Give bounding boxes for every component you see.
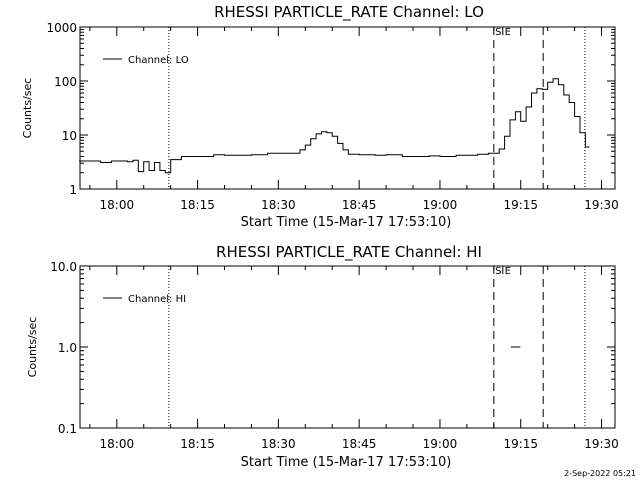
x-tick-label: 18:15 <box>180 437 215 451</box>
x-tick-label: 18:00 <box>100 198 135 212</box>
chart-hi-x-ticks: 18:00 18:15 18:30 18:45 19:00 19:15 19:30 <box>89 266 619 451</box>
y-tick-label: 10 <box>62 129 77 143</box>
x-tick-label: 18:30 <box>261 198 296 212</box>
y-tick-label: 1.0 <box>58 341 77 355</box>
x-tick-label: 18:00 <box>100 437 135 451</box>
x-tick-label: 19:30 <box>584 198 619 212</box>
chart-lo-event-markers <box>168 27 586 189</box>
y-tick-label: 10.0 <box>50 260 77 274</box>
chart-lo-title: RHESSI PARTICLE_RATE Channel: LO <box>214 3 484 22</box>
chart-hi-plot-frame <box>79 265 616 429</box>
chart-hi-event-markers <box>168 266 586 428</box>
legend-label-hi: Channel: HI <box>128 294 186 305</box>
chart-hi-legend: Channel: HI <box>103 294 186 305</box>
start-marker-label: S <box>495 27 501 38</box>
chart-lo-legend: Channel: LO <box>103 55 189 66</box>
chart-lo-marker-labels: S E <box>495 27 511 38</box>
y-tick-label: 1000 <box>46 21 77 35</box>
chart-lo-y-axis-label: Counts/sec <box>21 78 34 139</box>
chart-lo-x-axis-label: Start Time (15-Mar-17 17:53:10) <box>241 215 452 230</box>
chart-hi-x-axis-label: Start Time (15-Mar-17 17:53:10) <box>241 455 452 470</box>
x-tick-label: 18:15 <box>180 198 215 212</box>
chart-lo-plot-frame <box>79 26 616 190</box>
x-tick-label: 19:00 <box>423 198 458 212</box>
legend-label-lo: Channel: LO <box>128 55 189 66</box>
chart-hi-marker-labels: S E <box>495 266 511 277</box>
end-marker-label: E <box>505 27 511 38</box>
x-tick-label: 18:30 <box>261 437 296 451</box>
chart-hi: RHESSI PARTICLE_RATE Channel: HI 18:00 18… <box>26 243 619 470</box>
end-marker-label: E <box>505 266 511 277</box>
y-tick-label: 100 <box>54 75 77 89</box>
chart-hi-y-ticks: 0.1 1.0 10.0 <box>50 260 615 436</box>
y-tick-label: 0.1 <box>58 422 77 436</box>
y-tick-label: 1 <box>69 183 77 197</box>
x-tick-label: 19:30 <box>584 437 619 451</box>
x-tick-label: 18:45 <box>342 437 377 451</box>
generation-timestamp: 2-Sep-2022 05:21 <box>564 469 636 478</box>
chart-lo-y-ticks: 1 10 100 1000 <box>46 21 615 197</box>
x-tick-label: 18:45 <box>342 198 377 212</box>
chart-lo: RHESSI PARTICLE_RATE Channel: LO 18:00 18… <box>21 3 619 230</box>
chart-lo-series <box>79 78 590 174</box>
series-line <box>79 78 590 174</box>
chart-hi-title: RHESSI PARTICLE_RATE Channel: HI <box>216 243 482 262</box>
x-tick-label: 19:15 <box>503 198 538 212</box>
x-tick-label: 19:00 <box>423 437 458 451</box>
x-tick-label: 19:15 <box>503 437 538 451</box>
chart-lo-x-ticks: 18:00 18:15 18:30 18:45 19:00 19:15 19:30 <box>89 27 619 212</box>
start-marker-label: S <box>495 266 501 277</box>
chart-hi-y-axis-label: Counts/sec <box>26 317 39 378</box>
